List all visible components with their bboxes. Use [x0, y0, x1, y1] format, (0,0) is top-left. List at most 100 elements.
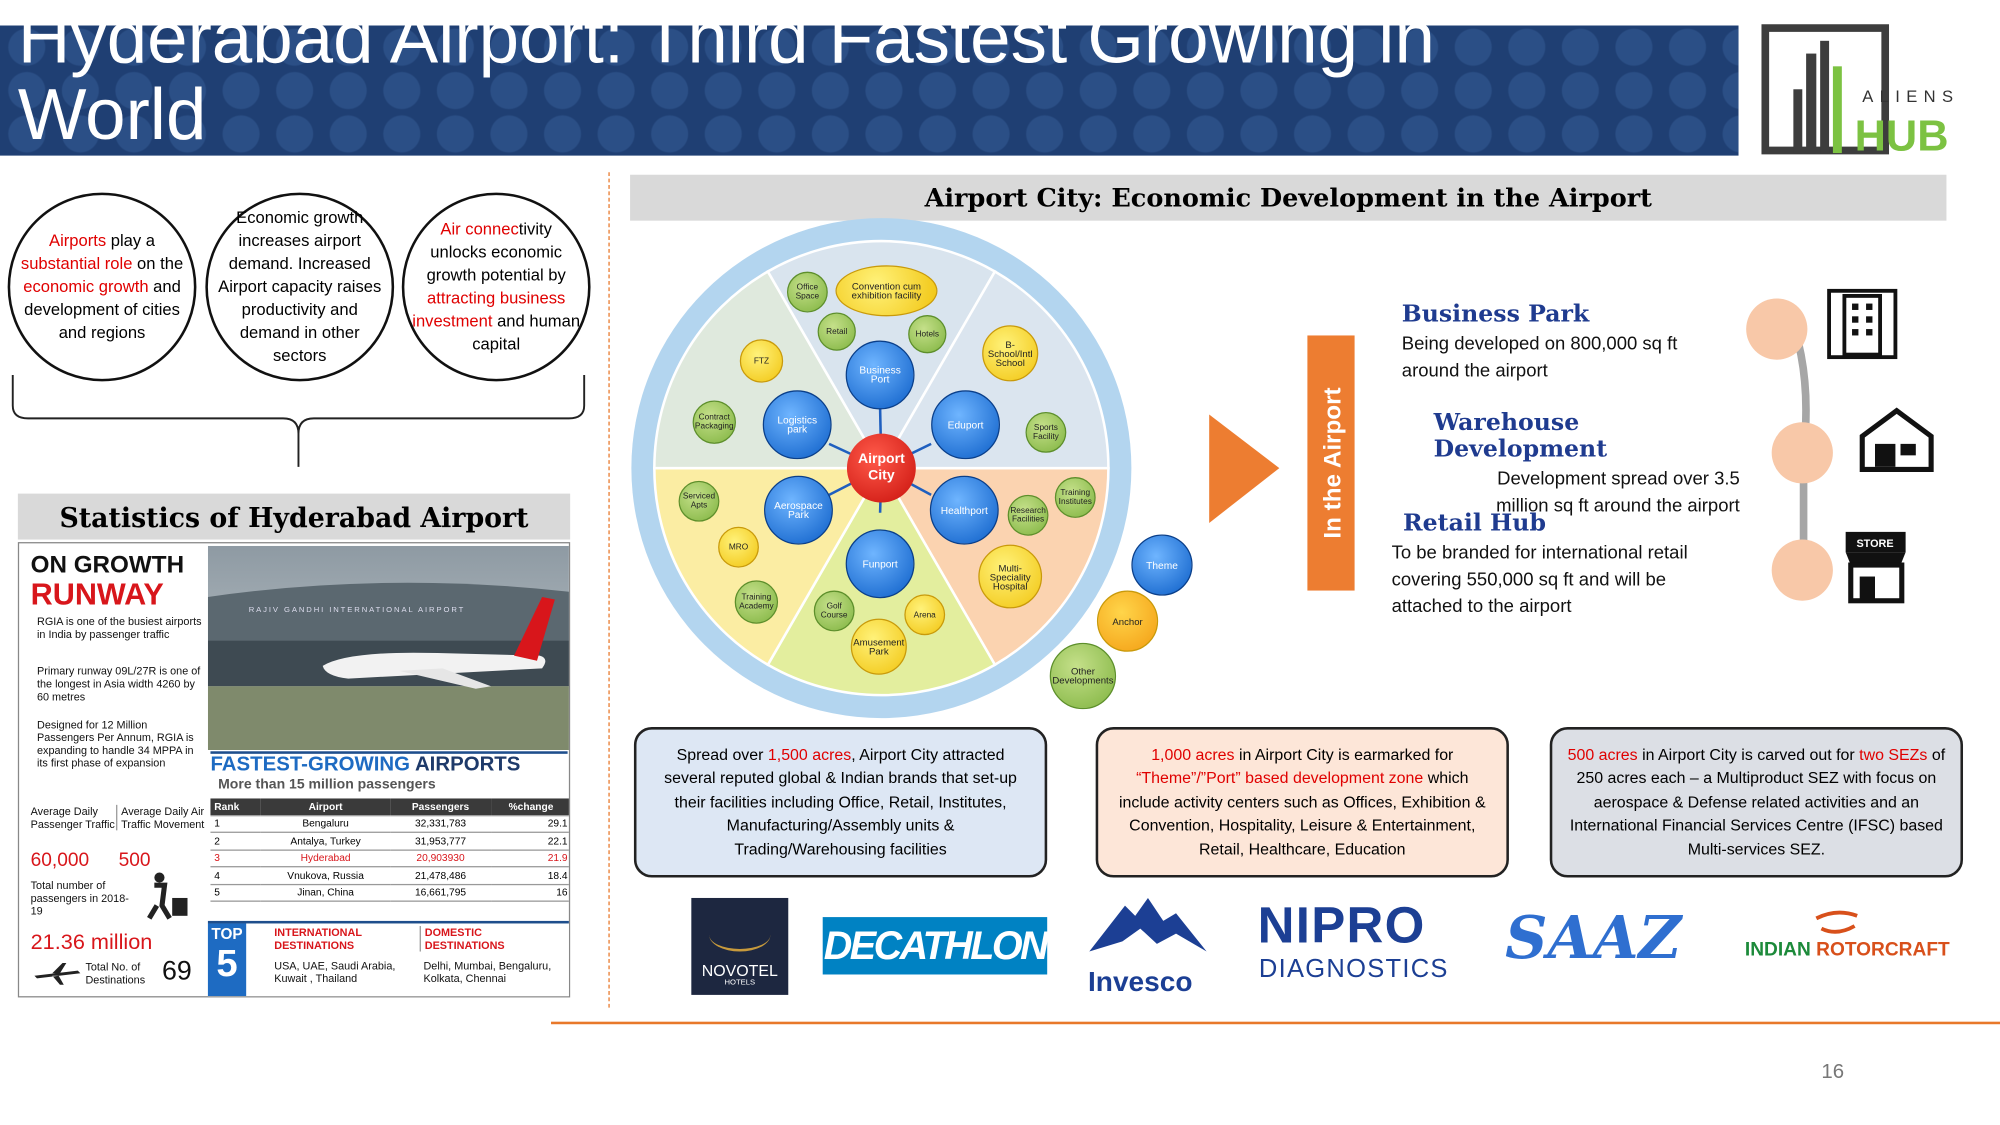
text-run: 1,500 acres [767, 745, 852, 764]
wheel-node: Funport [845, 529, 915, 599]
circle-text: Air connectivity unlocks economic growth… [401, 192, 591, 382]
table-row: 4 Vnukova, Russia 21,478,486 18.4 [210, 866, 569, 885]
logo-decathlon: DECATHLON [822, 917, 1049, 975]
text-run: play a [106, 230, 156, 250]
wheel-node: Healthport [929, 475, 999, 545]
section-title: Airport City: Economic Development in th… [630, 174, 1947, 221]
wheel-node: Other Developments [1049, 642, 1117, 710]
decoration [1900, 443, 1916, 456]
decoration [1827, 288, 1898, 360]
table-cell: 2 [210, 832, 261, 851]
item-title: Business Park [1401, 301, 1590, 328]
wheel-node: Theme [1131, 534, 1193, 596]
building-icon [1827, 288, 1898, 360]
logo-top: ALIENS [1862, 87, 1959, 106]
logo-text: NOVOTEL [701, 961, 778, 980]
item: Business Park Being developed on 800,000 … [1402, 301, 1734, 385]
logo-nipro: NIPRO [1257, 897, 1426, 955]
wheel-node: MRO [718, 526, 759, 568]
info-box: 1,000 acres in Airport City is earmarked… [1095, 727, 1509, 878]
wheel-node: Office Space [786, 271, 828, 313]
table-cell: 3 [210, 849, 261, 868]
dest-list: Delhi, Mumbai, Bengaluru, Kolkata, Chenn… [423, 959, 552, 985]
decoration [1852, 303, 1859, 310]
logo-rotorcraft: INDIAN ROTORCRAFT [1745, 939, 1950, 961]
text-run: Airports [49, 230, 107, 250]
text-run: attracting business investment [412, 288, 566, 331]
table-cell: Hyderabad [260, 849, 391, 868]
stat-value: 69 [161, 956, 192, 986]
text-run: in Airport City is earmarked for [1234, 745, 1454, 764]
logo-novotel: NOVOTEL HOTELS [691, 897, 789, 995]
header-band: Hyderabad Airport: Third Fastest Growing… [0, 25, 1739, 156]
decoration [1859, 407, 1934, 472]
invesco-mark [1089, 897, 1207, 952]
table-row: 1 Bengaluru 32,331,783 29.1 [210, 815, 569, 833]
text-run: tivity unlocks economic growth potential… [426, 219, 566, 285]
table-row: 3 Hyderabad 20,903930 21.9 [210, 849, 569, 868]
text-run: Spread over [676, 745, 768, 764]
stat-label: Total number of passengers in 2018-19 [30, 878, 129, 918]
wheel-node: Retail [817, 312, 856, 351]
text-run: economic growth [23, 276, 149, 296]
headline: RUNWAY [30, 577, 164, 613]
wheel-node: Convention cum exhibition facility [835, 265, 938, 317]
table-header: Rank Airport Passengers %change [210, 798, 569, 816]
decoration [1842, 294, 1883, 357]
store-label: STORE [1856, 538, 1893, 550]
plane-icon [34, 963, 81, 985]
dot [1746, 298, 1808, 360]
swoosh [709, 918, 771, 952]
decoration [1845, 552, 1906, 566]
table-cell: 31,953,777 [390, 832, 491, 851]
dot [1771, 422, 1833, 484]
text-run: on the [132, 253, 184, 273]
circle-text: Airports play a substantial role on the … [7, 192, 197, 382]
stat-value: 500 [118, 849, 151, 872]
table-cell: Vnukova, Russia [260, 866, 391, 885]
page-number: 16 [1821, 1061, 1845, 1083]
table-cell: 22.1 [490, 832, 569, 851]
paragraph: Airports play a substantial role on the … [18, 230, 186, 345]
wheel-node: Golf Course [813, 590, 855, 632]
text-run: 1,000 acres [1151, 745, 1235, 764]
decoration [1806, 53, 1817, 154]
circle-text: Economic growth increases airport demand… [205, 192, 395, 382]
text-run: in Airport City is carved out for [1637, 745, 1860, 764]
bullet: RGIA is one of the busiest airports in I… [36, 614, 202, 641]
text-run: substantial role [20, 253, 133, 273]
bullet: Designed for 12 Million Passengers Per A… [36, 718, 194, 770]
paragraph: Air connectivity unlocks economic growth… [412, 218, 580, 356]
text-run: of 250 acres each – a Multiproduct SEZ w… [1569, 745, 1946, 859]
wheel-center: Airport City [846, 433, 916, 503]
text-run: Air connec [440, 219, 519, 239]
decoration [1832, 66, 1842, 154]
wheel-node: Anchor [1096, 590, 1159, 652]
decoration [207, 686, 569, 750]
wheel-node: Serviced Apts [678, 480, 720, 522]
brace [11, 374, 586, 467]
text-run: two SEZs [1859, 745, 1928, 764]
paragraph: Economic growth increases airport demand… [216, 207, 384, 368]
item-title: Warehouse Development [1433, 409, 1608, 464]
table-cell: Jinan, China [260, 883, 391, 902]
top-number: 5 [216, 942, 238, 985]
text-run: and human capital [472, 311, 581, 354]
wheel-node: Amusement Park [850, 618, 907, 675]
wheel-node: Logistics park [762, 390, 832, 460]
table-cell: 1 [210, 815, 261, 833]
bullet: Primary runway 09L/27R is one of the lon… [36, 664, 201, 703]
wheel-node: Research Facilities [1007, 494, 1049, 536]
decoration [147, 882, 172, 920]
luggage-icon [147, 872, 188, 920]
header-cell: Airport [260, 798, 391, 816]
info-box: 500 acres in Airport City is carved out … [1549, 727, 1964, 878]
airports-table: Rank Airport Passengers %change 1 Bengaluru 32… [210, 798, 569, 902]
header-cell: Rank [210, 798, 261, 816]
dest-list: USA, UAE, Saudi Arabia, Kuwait , Thailan… [274, 959, 396, 985]
item-text: Being developed on 800,000 sq ft around … [1401, 334, 1678, 382]
rotor-mark [1815, 910, 1858, 934]
text-run: and development of cities and regions [24, 276, 181, 342]
decoration [1815, 910, 1858, 934]
